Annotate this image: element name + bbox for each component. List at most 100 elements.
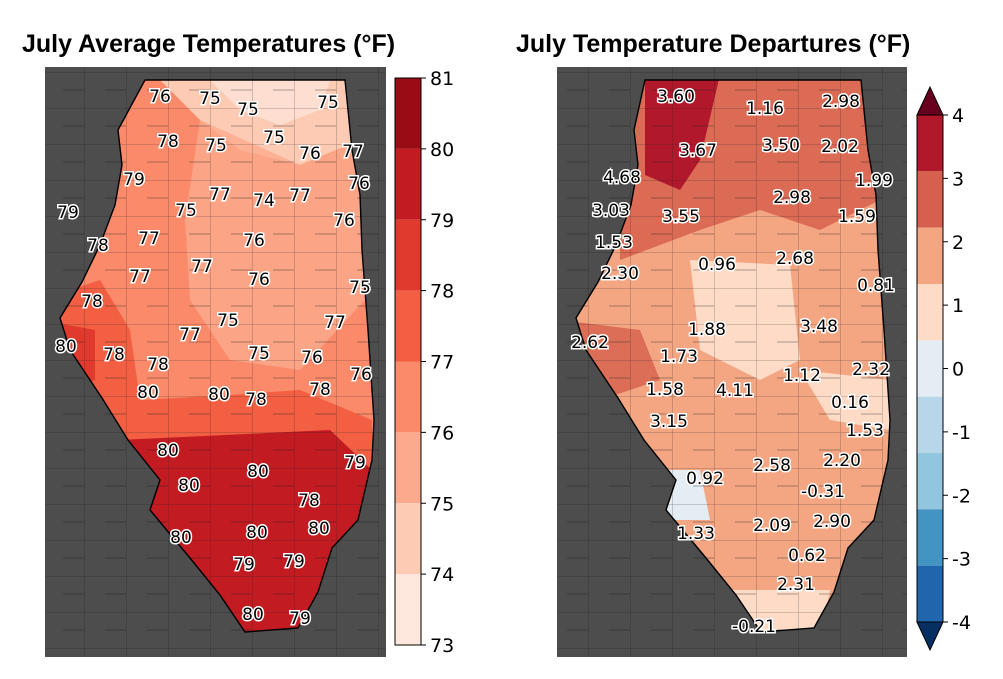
right-colorbar: 4 3 2 1 0 -1 -2 -3 -4 <box>916 85 971 652</box>
right-map-value-label: 3.48 <box>800 317 838 337</box>
right-colorbar-top-arrow <box>916 85 944 116</box>
right-colorbar-tick-label: -4 <box>952 612 971 634</box>
left-map-value-label: 76 <box>243 231 265 251</box>
right-map-value-label: 3.60 <box>657 87 695 107</box>
left-map-value-label: 77 <box>342 142 364 162</box>
right-map: 3.60 1.16 2.98 3.67 3.50 2.02 4.68 1.99 3.03 2.98… <box>557 67 907 657</box>
right-colorbar-tick-label: 2 <box>952 232 964 254</box>
right-map-title: July Temperature Departures (°F) <box>516 30 911 58</box>
right-map-value-label: 0.96 <box>698 255 736 275</box>
left-map-value-label: 79 <box>283 552 305 572</box>
left-map-value-label: 75 <box>199 89 221 109</box>
left-colorbar-tick-label: 74 <box>430 564 454 586</box>
right-colorbar-tick-label: 3 <box>952 168 964 190</box>
left-map-value-label: 75 <box>263 128 285 148</box>
left-map-value-label: 79 <box>233 555 255 575</box>
right-map-value-label: 1.33 <box>677 524 715 544</box>
right-map-value-label: 1.59 <box>838 207 876 227</box>
right-map-value-label: -0.21 <box>732 617 776 637</box>
left-colorbar-tick-label: 78 <box>430 281 454 303</box>
right-map-value-label: 0.16 <box>831 393 869 413</box>
left-map-value-label: 80 <box>137 383 159 403</box>
left-colorbar-band <box>395 148 421 220</box>
left-map-value-label: 77 <box>209 185 231 205</box>
left-colorbar: 81 80 79 78 77 76 75 74 73 <box>394 68 454 657</box>
right-map-value-label: 2.32 <box>852 360 890 380</box>
left-map-value-label: 78 <box>81 292 103 312</box>
left-colorbar-tick-label: 81 <box>430 68 454 90</box>
right-map-value-label: 1.73 <box>660 347 698 367</box>
right-colorbar-tick-label: 1 <box>952 295 964 317</box>
right-map-value-label: 1.88 <box>688 320 726 340</box>
right-map-value-label: 2.31 <box>777 575 815 595</box>
left-map-value-label: 76 <box>348 174 370 194</box>
left-map-value-label: 78 <box>157 132 179 152</box>
left-map-value-label: 77 <box>324 313 346 333</box>
right-map-value-label: 2.62 <box>571 333 609 353</box>
right-map-value-label: 2.20 <box>823 451 861 471</box>
left-map-value-label: 78 <box>87 236 109 256</box>
left-colorbar-band <box>395 361 421 433</box>
left-map-value-label: 75 <box>175 201 197 221</box>
right-map-value-label: 0.81 <box>857 276 895 296</box>
right-map-value-label: 1.53 <box>846 421 884 441</box>
right-colorbar-band <box>917 171 943 228</box>
left-map-value-label: 76 <box>248 270 270 290</box>
left-map-value-label: 79 <box>123 170 145 190</box>
left-map-value-label: 79 <box>289 609 311 629</box>
left-map-value-label: 77 <box>138 229 160 249</box>
left-colorbar-tick-label: 76 <box>430 422 454 444</box>
left-map-value-label: 75 <box>217 311 239 331</box>
left-map-value-label: 77 <box>179 325 201 345</box>
right-map-value-label: 1.16 <box>746 99 784 119</box>
left-map-value-label: 78 <box>103 345 125 365</box>
left-map-value-label: 76 <box>149 87 171 107</box>
right-colorbar-band <box>917 115 943 172</box>
left-colorbar-tick-label: 80 <box>430 139 454 161</box>
left-map-value-label: 80 <box>246 523 268 543</box>
right-colorbar-band <box>917 340 943 397</box>
right-colorbar-band <box>917 396 943 453</box>
right-map-value-label: 2.02 <box>821 137 859 157</box>
left-map-value-label: 77 <box>191 257 213 277</box>
right-map-value-label: 2.30 <box>601 264 639 284</box>
left-colorbar-tick-label: 77 <box>430 352 454 374</box>
left-colorbar-tick-label: 79 <box>430 210 454 232</box>
left-map-value-label: 75 <box>248 344 270 364</box>
right-colorbar-bottom-arrow <box>916 621 944 652</box>
right-map-value-label: 4.68 <box>603 168 641 188</box>
right-map-value-label: 2.90 <box>813 512 851 532</box>
right-colorbar-tick-label: -1 <box>952 422 971 444</box>
right-colorbar-band <box>917 453 943 510</box>
left-colorbar-band <box>395 78 421 149</box>
left-colorbar-band <box>395 503 421 575</box>
left-map-value-label: 78 <box>147 355 169 375</box>
right-colorbar-band <box>917 227 943 284</box>
right-colorbar-tick-label: -2 <box>952 485 971 507</box>
right-map-value-label: 2.98 <box>773 188 811 208</box>
right-map-value-label: 2.09 <box>753 516 791 536</box>
left-map-value-label: 80 <box>247 462 269 482</box>
left-map-title: July Average Temperatures (°F) <box>22 30 396 58</box>
left-map-value-label: 74 <box>253 191 275 211</box>
right-colorbar-tick-label: 4 <box>952 105 964 127</box>
right-map-value-label: 0.92 <box>686 469 724 489</box>
right-map-value-label: 3.03 <box>592 201 630 221</box>
right-map-value-label: 1.12 <box>783 366 821 386</box>
right-map-value-label: 3.50 <box>762 136 800 156</box>
left-map-value-label: 80 <box>208 385 230 405</box>
left-colorbar-tick-label: 75 <box>430 493 454 515</box>
left-map-value-label: 76 <box>301 348 323 368</box>
left-colorbar-band <box>395 432 421 504</box>
right-colorbar-band <box>917 284 943 341</box>
left-map-value-label: 80 <box>178 476 200 496</box>
left-map-value-label: 77 <box>129 267 151 287</box>
left-colorbar-band <box>395 290 421 362</box>
left-map-value-label: 80 <box>308 519 330 539</box>
left-map-value-label: 80 <box>55 337 77 357</box>
right-map-value-label: 1.58 <box>646 380 684 400</box>
right-map-value-label: 1.53 <box>595 233 633 253</box>
